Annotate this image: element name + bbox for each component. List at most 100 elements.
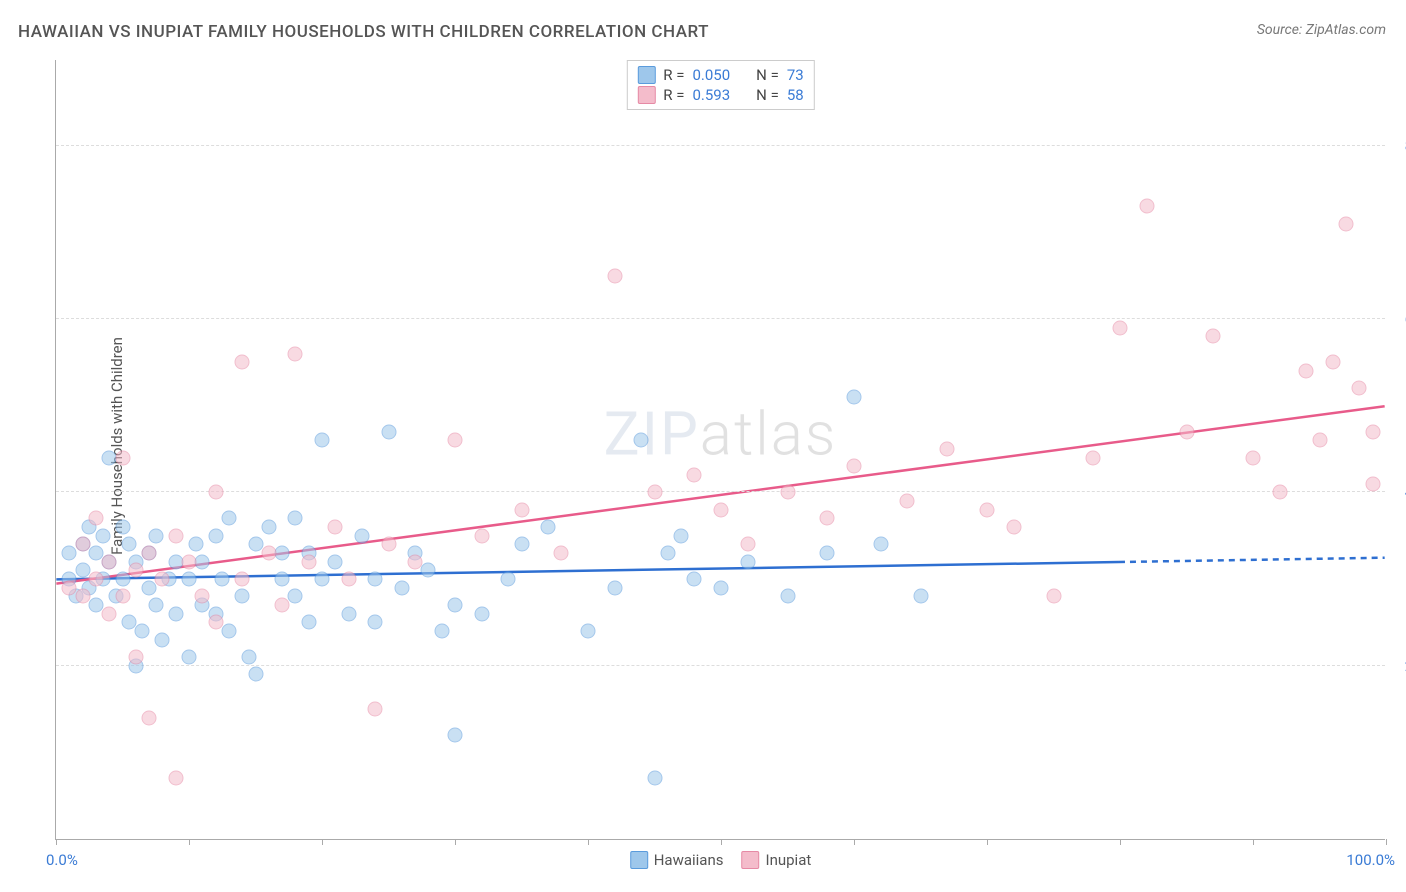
data-point [714, 580, 729, 595]
data-point [1046, 589, 1061, 604]
data-point [95, 528, 110, 543]
data-point [368, 615, 383, 630]
data-point [607, 268, 622, 283]
legend-series-label: Hawaiians [654, 851, 724, 869]
plot-area: ZIPatlas R =0.050N =73R =0.593N =58 0.0%… [55, 60, 1385, 840]
data-point [235, 572, 250, 587]
data-point [341, 572, 356, 587]
n-value: 73 [787, 66, 804, 84]
data-point [873, 537, 888, 552]
gridline [56, 665, 1385, 666]
x-axis-max-label: 100.0% [1346, 851, 1395, 869]
data-point [62, 546, 77, 561]
x-tick [322, 839, 323, 845]
data-point [368, 702, 383, 717]
legend-swatch [742, 851, 760, 869]
data-point [421, 563, 436, 578]
data-point [115, 450, 130, 465]
data-point [1272, 485, 1287, 500]
x-tick [1386, 839, 1387, 845]
data-point [740, 554, 755, 569]
data-point [195, 554, 210, 569]
legend-swatch [637, 86, 655, 104]
data-point [168, 528, 183, 543]
data-point [647, 771, 662, 786]
data-point [780, 485, 795, 500]
x-tick [189, 839, 190, 845]
legend-series-label: Inupiat [766, 851, 812, 869]
data-point [182, 650, 197, 665]
n-value: 58 [787, 86, 804, 104]
data-point [261, 520, 276, 535]
data-point [155, 572, 170, 587]
data-point [115, 589, 130, 604]
data-point [847, 390, 862, 405]
data-point [115, 520, 130, 535]
data-point [182, 572, 197, 587]
x-tick [721, 839, 722, 845]
data-point [328, 520, 343, 535]
data-point [1299, 364, 1314, 379]
data-point [168, 606, 183, 621]
data-point [1139, 199, 1154, 214]
data-point [261, 546, 276, 561]
data-point [1365, 476, 1380, 491]
data-point [394, 580, 409, 595]
data-point [275, 546, 290, 561]
data-point [448, 433, 463, 448]
gridline [56, 318, 1385, 319]
data-point [1246, 450, 1261, 465]
data-point [1325, 355, 1340, 370]
chart-container: HAWAIIAN VS INUPIAT FAMILY HOUSEHOLDS WI… [0, 0, 1406, 892]
data-point [607, 580, 622, 595]
data-point [740, 537, 755, 552]
watermark-atlas: atlas [700, 398, 838, 469]
data-point [235, 589, 250, 604]
data-point [142, 546, 157, 561]
data-point [315, 572, 330, 587]
data-point [115, 572, 130, 587]
r-label: R = [663, 66, 684, 84]
trend-lines [56, 60, 1385, 839]
data-point [514, 537, 529, 552]
data-point [980, 502, 995, 517]
data-point [221, 511, 236, 526]
data-point [634, 433, 649, 448]
legend-stats: R =0.050N =73R =0.593N =58 [626, 60, 814, 110]
data-point [780, 589, 795, 604]
data-point [195, 589, 210, 604]
data-point [940, 442, 955, 457]
legend-stat-row: R =0.050N =73 [637, 65, 803, 85]
data-point [235, 355, 250, 370]
data-point [102, 606, 117, 621]
legend-swatch [630, 851, 648, 869]
data-point [148, 528, 163, 543]
data-point [1352, 381, 1367, 396]
data-point [554, 546, 569, 561]
legend-swatch [637, 66, 655, 84]
data-point [408, 554, 423, 569]
x-tick [854, 839, 855, 845]
data-point [148, 598, 163, 613]
data-point [301, 615, 316, 630]
r-value: 0.050 [692, 66, 730, 84]
data-point [1179, 424, 1194, 439]
data-point [102, 554, 117, 569]
legend-series-item: Inupiat [742, 851, 812, 869]
data-point [354, 528, 369, 543]
data-point [674, 528, 689, 543]
data-point [448, 598, 463, 613]
data-point [128, 650, 143, 665]
data-point [122, 537, 137, 552]
data-point [88, 511, 103, 526]
data-point [208, 485, 223, 500]
data-point [182, 554, 197, 569]
data-point [1086, 450, 1101, 465]
x-tick [588, 839, 589, 845]
x-tick [1253, 839, 1254, 845]
data-point [1006, 520, 1021, 535]
data-point [368, 572, 383, 587]
data-point [135, 624, 150, 639]
data-point [1206, 329, 1221, 344]
data-point [221, 624, 236, 639]
